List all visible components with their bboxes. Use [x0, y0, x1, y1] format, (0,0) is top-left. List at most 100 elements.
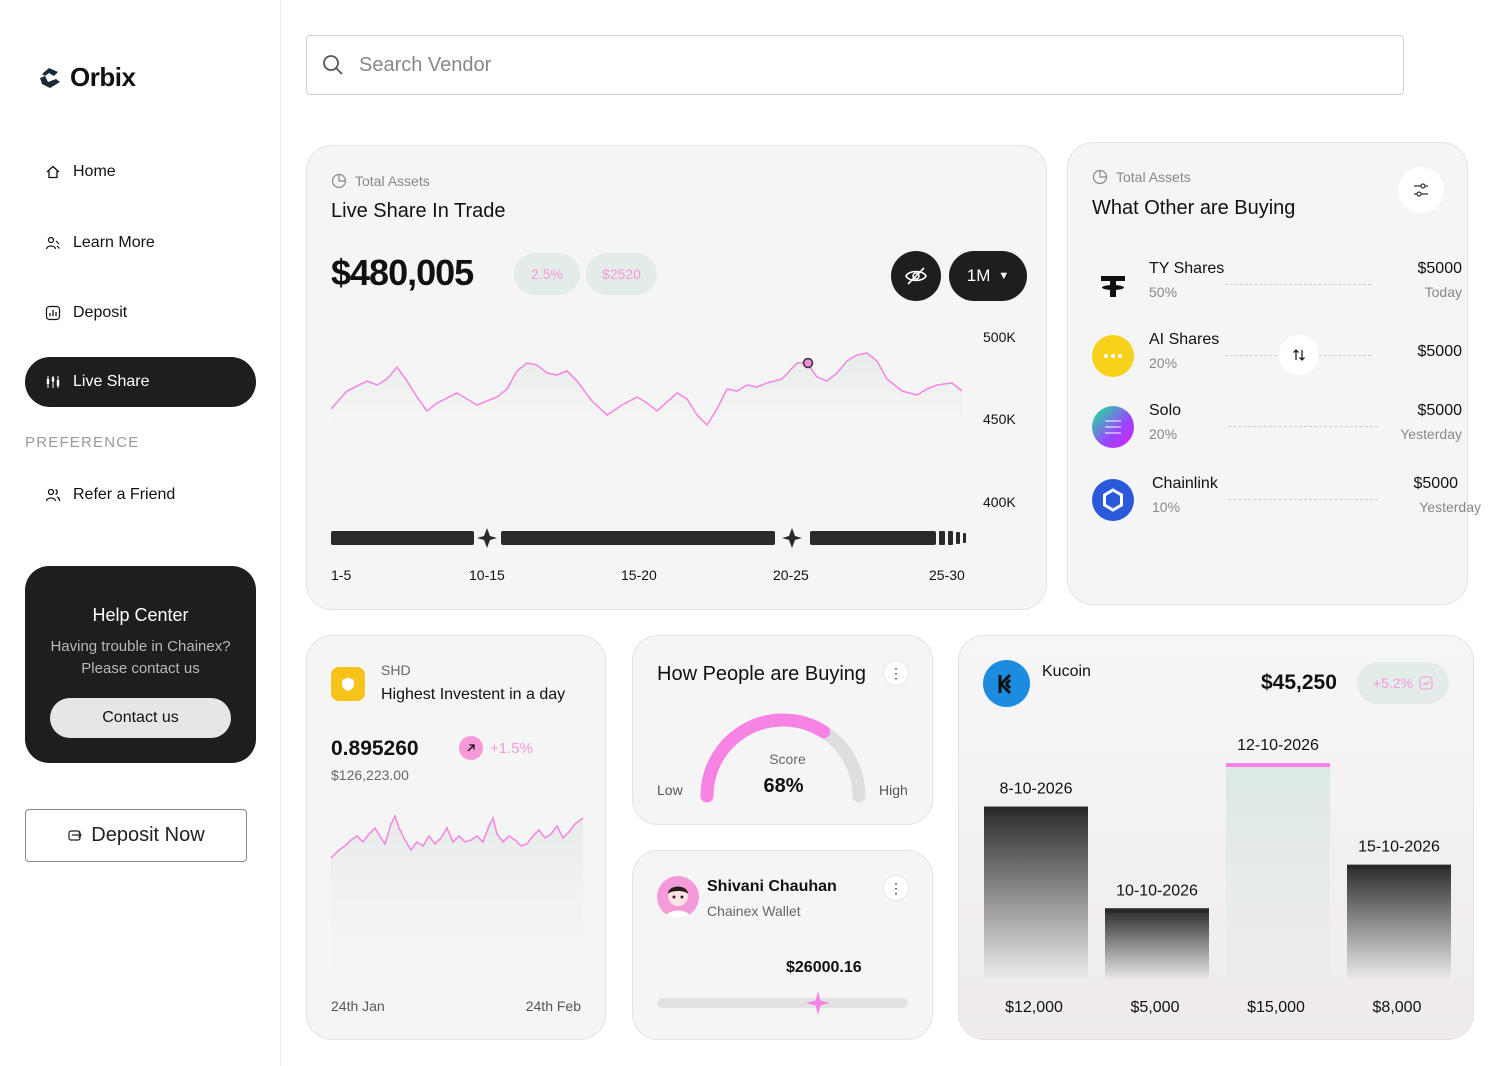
sidebar-item-label: Live Share: [73, 373, 150, 390]
subtitle-text: Total Assets: [355, 173, 430, 189]
dashed-divider: [1225, 284, 1371, 285]
bar-category-label: 12-10-2026: [1237, 737, 1319, 754]
wallet-type: Chainex Wallet: [707, 903, 801, 919]
hide-balance-button[interactable]: [891, 251, 941, 301]
search-input[interactable]: [359, 53, 1259, 77]
filter-button[interactable]: [1398, 167, 1444, 213]
brand-logo[interactable]: Orbix: [36, 62, 136, 93]
range-scrubber[interactable]: [331, 526, 976, 550]
bar-category-label: 8-10-2026: [1000, 781, 1073, 798]
help-line-1: Having trouble in Chainex?: [50, 638, 231, 655]
bar-10-10-2026[interactable]: [1105, 908, 1209, 981]
sidebar-item-refer[interactable]: Refer a Friend: [25, 470, 256, 520]
asset-percent: 50%: [1149, 284, 1178, 300]
sidebar-item-home[interactable]: Home: [25, 147, 256, 197]
live-share-subtitle: Total Assets: [331, 173, 430, 189]
more-options-button[interactable]: ⋮: [883, 660, 909, 686]
live-share-line-chart: [330, 352, 963, 451]
contact-us-button[interactable]: Contact us: [50, 698, 231, 738]
bar-12-10-2026[interactable]: [1226, 763, 1330, 981]
asset-row-chainlink[interactable]: Chainlink 10% $5000 Yesterday: [1092, 475, 1481, 525]
gauge-fill: [700, 713, 831, 803]
bar-8-10-2026[interactable]: [984, 806, 1088, 981]
chart-marker: [802, 357, 814, 369]
more-vertical-icon: ⋮: [889, 879, 903, 896]
kucoin-card: Kucoin $45,250 +5.2% 8-10-2026 $12,000 10-…: [958, 635, 1474, 1040]
shd-code: SHD: [381, 662, 411, 678]
kucoin-value: $45,250: [1261, 671, 1337, 694]
asset-amount: $5000: [1413, 475, 1459, 492]
buying-card: Total Assets What Other are Buying TY Sh…: [1067, 142, 1481, 605]
chart-line: [330, 813, 584, 859]
users-icon: [45, 488, 61, 502]
asset-row-ai-shares[interactable]: AI Shares 20% $5000: [1092, 331, 1462, 381]
pie-chart-icon: [331, 173, 347, 189]
chart-box-icon: [45, 305, 61, 321]
more-options-button[interactable]: ⋮: [883, 875, 909, 901]
y-tick-label: 450K: [983, 411, 1016, 427]
sidebar-item-label: Refer a Friend: [73, 486, 176, 503]
score-gauge: [700, 713, 866, 803]
solana-icon: [1092, 406, 1134, 448]
swap-button[interactable]: [1279, 335, 1319, 375]
asset-row-solo[interactable]: Solo 20% $5000 Yesterday: [1092, 402, 1462, 452]
shd-end-date: 24th Feb: [525, 998, 581, 1014]
score-label: Score: [769, 751, 806, 767]
live-share-value: $480,005: [331, 252, 474, 293]
sidebar-item-label: Deposit: [73, 304, 128, 321]
chart-area: [331, 816, 583, 996]
bar-15-10-2026[interactable]: [1347, 864, 1451, 981]
wallet-slider-track[interactable]: [657, 998, 908, 1008]
bar-category-label: 10-10-2026: [1116, 882, 1198, 899]
shd-card: SHD Highest Investent in a day 0.895260 …: [306, 635, 606, 1040]
chart-area: [331, 353, 962, 451]
asset-percent: 20%: [1149, 355, 1178, 371]
shd-amount: $126,223.00: [331, 767, 409, 783]
sidebar-item-live-share[interactable]: Live Share: [25, 357, 256, 407]
sidebar-item-deposit[interactable]: Deposit: [25, 288, 256, 338]
sliders-icon: [1414, 183, 1428, 197]
asset-row-ty-shares[interactable]: TY Shares 50% $5000 Today: [1092, 260, 1462, 310]
ai-coin-icon: [1092, 335, 1134, 377]
tether-icon: [1092, 264, 1134, 306]
sidebar-item-learn-more[interactable]: Learn More: [25, 218, 256, 268]
users-icon: [45, 236, 60, 250]
score-value: 68%: [763, 775, 804, 797]
shd-start-date: 24th Jan: [331, 998, 385, 1014]
avatar[interactable]: [657, 876, 699, 918]
period-select[interactable]: 1M ▼: [949, 251, 1027, 301]
search-bar[interactable]: [306, 35, 1404, 95]
bar-value-label: $5,000: [1131, 999, 1180, 1016]
live-share-card: Total Assets Live Share In Trade $480,00…: [306, 145, 1047, 610]
asset-when: Yesterday: [1400, 426, 1462, 442]
orbix-logo-icon: [40, 67, 60, 88]
subtitle-text: Total Assets: [1116, 169, 1191, 185]
shd-title: Highest Investent in a day: [381, 686, 566, 703]
deposit-now-button[interactable]: Deposit Now: [25, 809, 247, 862]
asset-when: Today: [1424, 284, 1462, 300]
asset-amount: $5000: [1417, 402, 1463, 419]
help-title: Help Center: [92, 605, 189, 625]
bar-value-label: $15,000: [1247, 999, 1305, 1016]
swap-icon: [1293, 349, 1305, 361]
asset-name: Solo: [1149, 402, 1182, 419]
help-text: Having trouble in Chainex? Please contact…: [25, 636, 256, 680]
bar-top-edge: [984, 806, 1088, 811]
kucoin-icon: [983, 660, 1030, 707]
live-share-title: Live Share In Trade: [331, 200, 506, 222]
period-value: 1M: [966, 266, 991, 285]
sidebar-item-label: Home: [73, 163, 116, 180]
y-tick-label: 400K: [983, 494, 1016, 510]
pie-chart-icon: [1092, 169, 1108, 185]
chart-line: [330, 352, 963, 427]
search-icon: [323, 55, 343, 75]
shield-icon: [331, 667, 365, 701]
help-center-card: Help Center Having trouble in Chainex? Pl…: [25, 566, 256, 763]
help-line-2: Please contact us: [81, 660, 200, 677]
kucoin-bar-chart: 8-10-2026 $12,000 10-10-2026 $5,000 12-10-20…: [984, 737, 1451, 1016]
asset-name: Chainlink: [1152, 475, 1218, 492]
shd-change: +1.5%: [490, 740, 533, 757]
preference-heading: PREFERENCE: [25, 434, 140, 451]
slider-thumb-sparkle-icon[interactable]: [805, 990, 831, 1016]
